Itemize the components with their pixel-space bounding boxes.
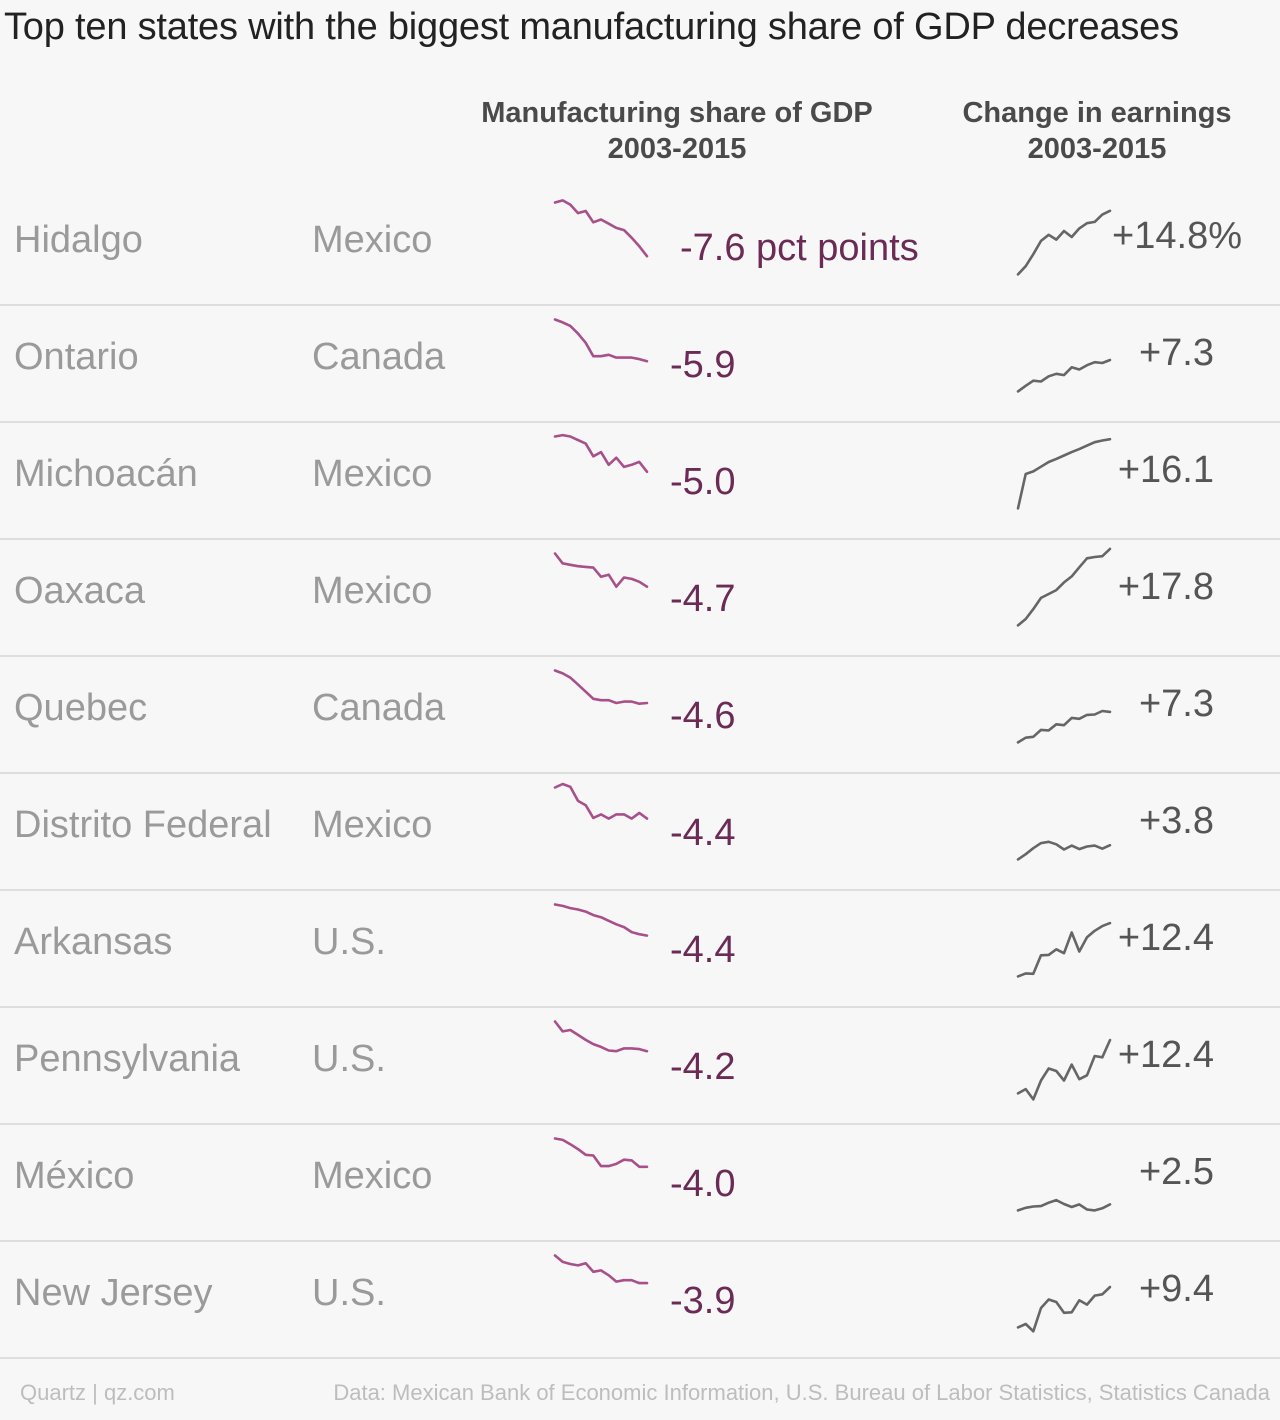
state-name: New Jersey xyxy=(14,1272,213,1314)
table-row: Ontario Canada -5.9 +7.3 xyxy=(0,306,1280,423)
manufacturing-sparkline xyxy=(553,433,649,474)
column-header-manufacturing: Manufacturing share of GDP 2003-2015 xyxy=(457,95,897,167)
column-header-manufacturing-line2: 2003-2015 xyxy=(607,133,747,165)
manufacturing-change-label: -7.6 pct points xyxy=(680,227,919,269)
manufacturing-sparkline-line xyxy=(553,1137,649,1169)
earnings-sparkline-line xyxy=(1016,1198,1112,1212)
country-name: Canada xyxy=(312,687,446,729)
table-row: Arkansas U.S. -4.4 +12.4 xyxy=(0,891,1280,1008)
manufacturing-sparkline xyxy=(553,199,649,258)
state-name: Oaxaca xyxy=(14,570,145,612)
earnings-change-label: +9.4 xyxy=(1138,1268,1214,1310)
earnings-sparkline-line xyxy=(1016,358,1112,393)
earnings-change-label: +17.8 xyxy=(1117,566,1214,608)
country-name: Mexico xyxy=(312,453,433,495)
manufacturing-change-label: -4.2 xyxy=(670,1046,736,1088)
earnings-sparkline xyxy=(1016,1198,1112,1212)
manufacturing-sparkline-line xyxy=(553,669,649,706)
manufacturing-change-label: -4.6 xyxy=(670,695,736,737)
earnings-sparkline-line xyxy=(1016,1285,1112,1333)
manufacturing-sparkline-line xyxy=(553,903,649,937)
earnings-sparkline xyxy=(1016,840,1112,861)
table-row: Distrito Federal Mexico -4.4 +3.8 xyxy=(0,774,1280,891)
earnings-sparkline xyxy=(1016,1038,1112,1101)
table-row: Quebec Canada -4.6 +7.3 xyxy=(0,657,1280,774)
earnings-sparkline xyxy=(1016,209,1112,276)
manufacturing-sparkline xyxy=(553,1137,649,1169)
country-name: Mexico xyxy=(312,570,433,612)
state-name: México xyxy=(14,1155,135,1197)
earnings-change-label: +7.3 xyxy=(1138,332,1214,374)
manufacturing-change-label: -4.4 xyxy=(670,812,736,854)
column-header-earnings-line2: 2003-2015 xyxy=(1027,133,1167,165)
earnings-sparkline xyxy=(1016,1285,1112,1333)
manufacturing-sparkline xyxy=(553,318,649,363)
manufacturing-sparkline-line xyxy=(553,1020,649,1053)
manufacturing-sparkline xyxy=(553,1020,649,1053)
earnings-sparkline-line xyxy=(1016,437,1112,510)
earnings-change-label: +12.4 xyxy=(1117,917,1214,959)
manufacturing-sparkline xyxy=(553,552,649,589)
state-name: Arkansas xyxy=(14,921,173,963)
earnings-change-label: +7.3 xyxy=(1138,683,1214,725)
table-row: Hidalgo Mexico -7.6 pct points +14.8% xyxy=(0,189,1280,306)
table-row: New Jersey U.S. -3.9 +9.4 xyxy=(0,1242,1280,1359)
earnings-sparkline-line xyxy=(1016,709,1112,744)
country-name: U.S. xyxy=(312,921,386,963)
earnings-change-label: +3.8 xyxy=(1138,800,1214,842)
manufacturing-change-label: -4.0 xyxy=(670,1163,736,1205)
earnings-change-label: +14.8% xyxy=(1112,215,1242,257)
earnings-sparkline xyxy=(1016,709,1112,744)
earnings-sparkline xyxy=(1016,547,1112,627)
earnings-sparkline-line xyxy=(1016,209,1112,276)
table-row: Oaxaca Mexico -4.7 +17.8 xyxy=(0,540,1280,657)
manufacturing-change-label: -4.7 xyxy=(670,578,736,620)
earnings-change-label: +12.4 xyxy=(1117,1034,1214,1076)
country-name: Mexico xyxy=(312,219,433,261)
state-name: Ontario xyxy=(14,336,139,378)
country-name: Canada xyxy=(312,336,446,378)
manufacturing-sparkline-line xyxy=(553,552,649,589)
table-row: México Mexico -4.0 +2.5 xyxy=(0,1125,1280,1242)
earnings-sparkline-line xyxy=(1016,921,1112,978)
manufacturing-sparkline-line xyxy=(553,1254,649,1285)
table-row: Michoacán Mexico -5.0 +16.1 xyxy=(0,423,1280,540)
state-name: Distrito Federal xyxy=(14,804,272,846)
table-row: Pennsylvania U.S. -4.2 +12.4 xyxy=(0,1008,1280,1125)
manufacturing-change-label: -5.0 xyxy=(670,461,736,503)
manufacturing-sparkline-line xyxy=(553,782,649,820)
earnings-sparkline-line xyxy=(1016,547,1112,627)
earnings-sparkline-line xyxy=(1016,840,1112,861)
state-name: Michoacán xyxy=(14,453,198,495)
manufacturing-sparkline-line xyxy=(553,433,649,474)
state-name: Pennsylvania xyxy=(14,1038,241,1080)
manufacturing-sparkline xyxy=(553,782,649,820)
manufacturing-change-label: -4.4 xyxy=(670,929,736,971)
footer-source: Data: Mexican Bank of Economic Informati… xyxy=(333,1380,1270,1405)
state-name: Quebec xyxy=(14,687,148,729)
footer-credit: Quartz | qz.com xyxy=(20,1380,175,1405)
manufacturing-sparkline-line xyxy=(553,199,649,258)
country-name: Mexico xyxy=(312,804,433,846)
manufacturing-sparkline xyxy=(553,903,649,937)
column-header-manufacturing-line1: Manufacturing share of GDP xyxy=(481,97,873,129)
earnings-sparkline xyxy=(1016,358,1112,393)
manufacturing-change-label: -5.9 xyxy=(670,344,736,386)
earnings-change-label: +2.5 xyxy=(1138,1151,1214,1193)
earnings-sparkline xyxy=(1016,437,1112,510)
earnings-change-label: +16.1 xyxy=(1117,449,1214,491)
country-name: U.S. xyxy=(312,1038,386,1080)
manufacturing-sparkline-line xyxy=(553,318,649,363)
manufacturing-sparkline xyxy=(553,669,649,706)
manufacturing-change-label: -3.9 xyxy=(670,1280,736,1322)
state-name: Hidalgo xyxy=(14,219,143,261)
column-header-earnings-line1: Change in earnings xyxy=(962,97,1232,129)
country-name: U.S. xyxy=(312,1272,386,1314)
earnings-sparkline-line xyxy=(1016,1038,1112,1101)
column-header-earnings: Change in earnings 2003-2015 xyxy=(877,95,1280,167)
chart-title: Top ten states with the biggest manufact… xyxy=(4,6,1179,48)
country-name: Mexico xyxy=(312,1155,433,1197)
manufacturing-sparkline xyxy=(553,1254,649,1285)
earnings-sparkline xyxy=(1016,921,1112,978)
